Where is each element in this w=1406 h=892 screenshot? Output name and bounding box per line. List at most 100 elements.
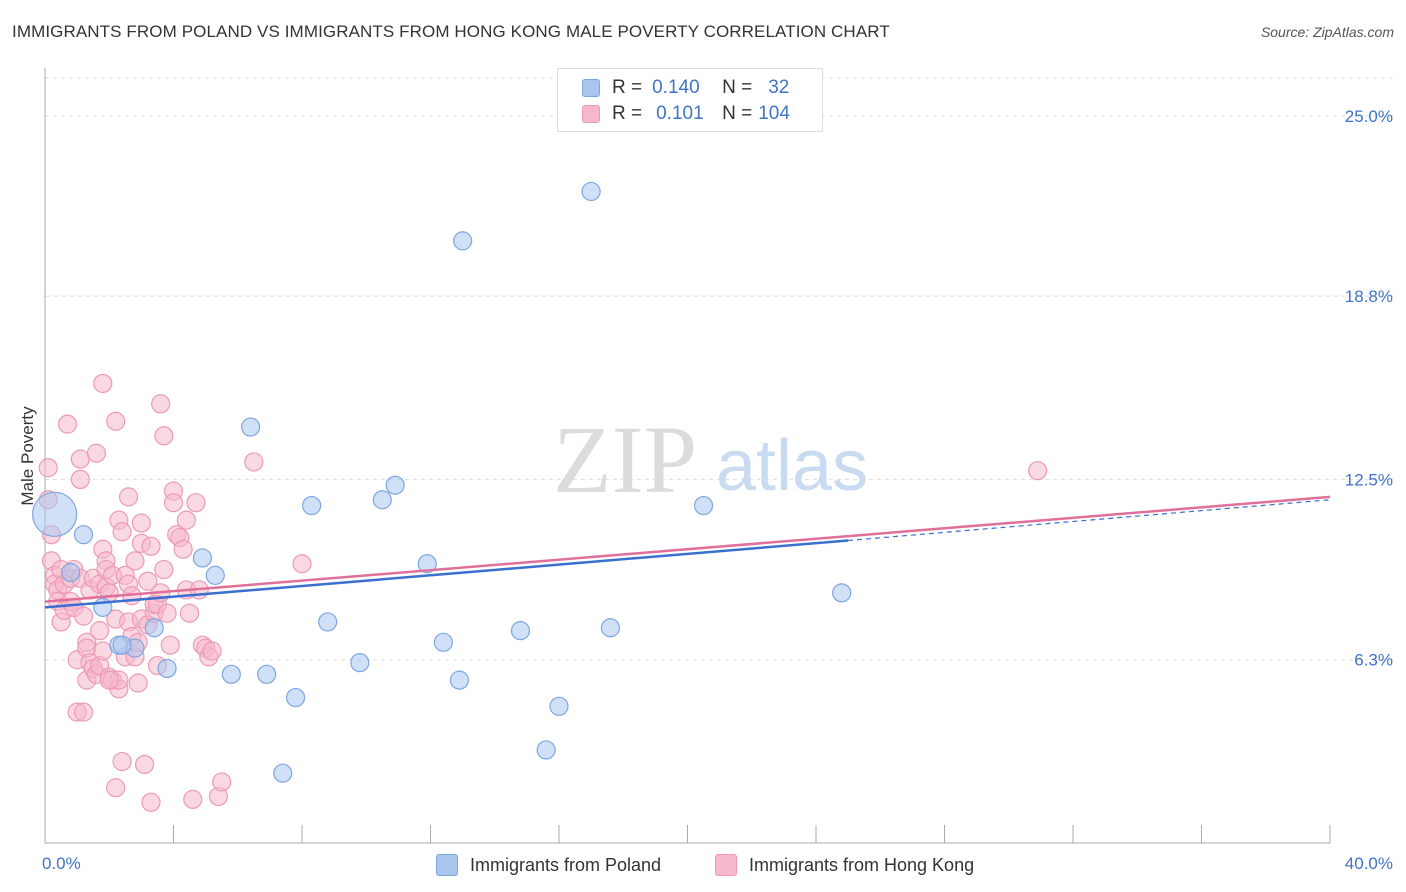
data-point-hong-kong bbox=[90, 621, 110, 641]
data-point-poland bbox=[318, 612, 338, 632]
data-point-hong-kong bbox=[70, 449, 90, 469]
data-point-hong-kong bbox=[131, 513, 151, 533]
axes bbox=[44, 68, 1331, 844]
bottom-legend-label-hong-kong: Immigrants from Hong Kong bbox=[749, 854, 975, 875]
data-point-poland bbox=[112, 635, 132, 655]
legend-n-label: N = bbox=[722, 77, 753, 98]
bottom-legend-swatch-poland bbox=[436, 854, 458, 876]
data-point-hong-kong bbox=[154, 426, 174, 446]
data-point-poland bbox=[693, 495, 714, 516]
data-point-poland bbox=[241, 417, 261, 437]
legend-swatch-hong-kong bbox=[582, 105, 600, 123]
data-point-hong-kong bbox=[244, 452, 264, 472]
data-point-hong-kong bbox=[73, 606, 94, 626]
data-point-hong-kong bbox=[1028, 461, 1048, 481]
data-point-hong-kong bbox=[93, 373, 113, 394]
x-tick-label: 40.0% bbox=[1345, 854, 1393, 873]
data-point-hong-kong bbox=[93, 641, 113, 661]
data-point-poland bbox=[285, 687, 306, 708]
legend-r-label: R = bbox=[612, 103, 643, 124]
data-point-hong-kong bbox=[163, 493, 184, 513]
trend-line-poland bbox=[44, 539, 849, 609]
data-point-poland bbox=[417, 554, 437, 574]
source-label: Source: ZipAtlas.com bbox=[1260, 24, 1394, 40]
x-tick-label: 0.0% bbox=[42, 854, 81, 873]
data-point-hong-kong bbox=[118, 487, 139, 507]
data-point-poland bbox=[157, 658, 177, 679]
data-point-poland bbox=[144, 618, 164, 638]
data-point-hong-kong bbox=[112, 751, 132, 772]
correlation-legend: R = 0.140 N = 32 R = 0.101 N = 104 bbox=[557, 68, 823, 132]
watermark: ZIP atlas bbox=[553, 406, 868, 513]
data-point-poland bbox=[510, 621, 531, 641]
data-point-hong-kong bbox=[57, 414, 78, 434]
data-point-poland bbox=[273, 763, 293, 783]
legend-n-value-poland: 32 bbox=[768, 77, 790, 98]
legend-r-value-hong-kong: 0.101 bbox=[656, 103, 704, 124]
bottom-legend-poland: Immigrants from Poland bbox=[436, 852, 661, 878]
data-point-hong-kong bbox=[212, 772, 232, 792]
data-point-hong-kong bbox=[141, 792, 161, 812]
series-poland bbox=[32, 181, 852, 783]
data-point-poland bbox=[221, 664, 241, 684]
data-point-poland bbox=[581, 181, 601, 202]
legend-n-value-hong-kong: 104 bbox=[758, 103, 790, 124]
legend-n-label: N = bbox=[722, 103, 753, 124]
data-point-hong-kong bbox=[154, 559, 174, 580]
data-point-hong-kong bbox=[183, 789, 203, 809]
data-point-hong-kong bbox=[38, 458, 58, 478]
bottom-legend-label-poland: Immigrants from Poland bbox=[470, 854, 662, 875]
data-point-poland bbox=[832, 583, 852, 603]
data-point-poland bbox=[32, 491, 78, 537]
trend-line-poland-extension bbox=[848, 499, 1331, 542]
bottom-legend-hong-kong: Immigrants from Hong Kong bbox=[715, 852, 974, 878]
data-point-hong-kong bbox=[125, 551, 145, 571]
data-point-poland bbox=[73, 525, 94, 545]
legend-swatch-poland bbox=[582, 79, 600, 97]
data-point-poland bbox=[549, 696, 569, 716]
data-point-poland bbox=[449, 670, 470, 690]
data-point-hong-kong bbox=[157, 603, 177, 623]
data-point-poland bbox=[350, 653, 370, 673]
data-point-hong-kong bbox=[106, 778, 126, 798]
data-point-poland bbox=[192, 548, 213, 568]
data-point-hong-kong bbox=[160, 635, 180, 655]
y-tick-label: 12.5% bbox=[1345, 470, 1393, 489]
data-point-hong-kong bbox=[292, 554, 312, 574]
watermark-zip: ZIP bbox=[553, 406, 697, 513]
data-point-hong-kong bbox=[128, 673, 148, 693]
grid-lines bbox=[45, 77, 1395, 661]
data-point-poland bbox=[61, 562, 81, 583]
y-tick-label: 6.3% bbox=[1354, 651, 1393, 670]
data-point-poland bbox=[302, 495, 322, 516]
bottom-legend-swatch-hong-kong bbox=[715, 854, 737, 876]
data-point-hong-kong bbox=[173, 539, 193, 559]
watermark-atlas: atlas bbox=[716, 426, 868, 506]
data-point-hong-kong bbox=[86, 443, 107, 463]
data-point-hong-kong bbox=[70, 469, 90, 490]
data-point-hong-kong bbox=[99, 670, 119, 690]
data-point-poland bbox=[257, 664, 277, 684]
data-point-hong-kong bbox=[176, 510, 196, 530]
trend-lines bbox=[44, 495, 1331, 609]
data-point-hong-kong bbox=[73, 702, 94, 722]
data-point-poland bbox=[453, 231, 473, 251]
legend-row-poland: R = 0.140 N = 32 bbox=[582, 76, 789, 100]
data-point-hong-kong bbox=[151, 394, 171, 414]
data-point-poland bbox=[600, 618, 621, 638]
chart-title: IMMIGRANTS FROM POLAND VS IMMIGRANTS FRO… bbox=[12, 22, 890, 41]
data-point-poland bbox=[205, 565, 225, 585]
data-point-hong-kong bbox=[141, 536, 161, 556]
legend-r-value-poland: 0.140 bbox=[652, 77, 700, 98]
data-point-poland bbox=[372, 490, 392, 510]
data-point-hong-kong bbox=[112, 522, 132, 542]
data-point-poland bbox=[385, 475, 405, 495]
data-point-hong-kong bbox=[106, 411, 126, 431]
y-tick-label: 25.0% bbox=[1345, 107, 1393, 126]
data-point-hong-kong bbox=[134, 754, 155, 775]
data-point-poland bbox=[536, 740, 556, 760]
y-tick-label: 18.8% bbox=[1345, 287, 1393, 306]
tick-labels: 6.3% 12.5% 18.8% 25.0% 0.0% 40.0% bbox=[42, 107, 1393, 873]
trend-line-hong-kong bbox=[44, 495, 1331, 603]
